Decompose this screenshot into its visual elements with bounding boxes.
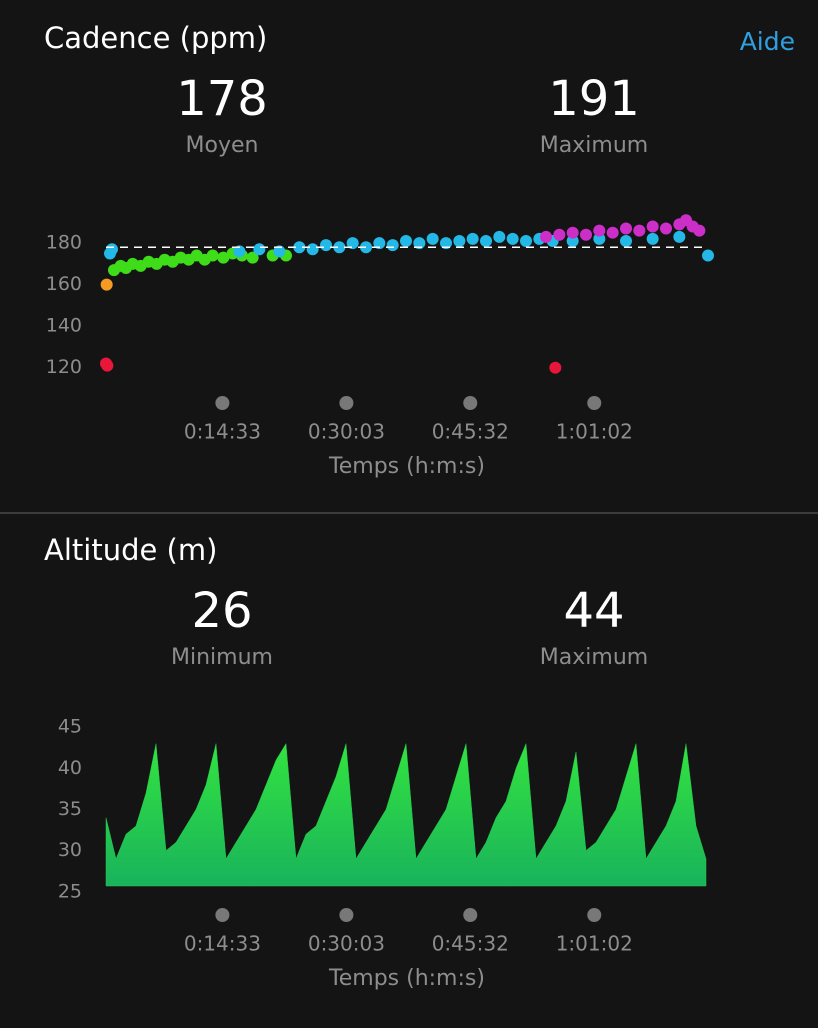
cadence-point xyxy=(646,220,659,233)
y-tick-label: 120 xyxy=(46,356,82,378)
x-tick-dot xyxy=(215,396,230,410)
cadence-point xyxy=(400,235,412,247)
cadence-point xyxy=(620,235,632,247)
cadence-point xyxy=(373,237,386,250)
cadence-point xyxy=(101,359,114,372)
stat-label: Maximum xyxy=(540,133,648,158)
cadence-point xyxy=(660,222,672,235)
x-axis-label: Temps (h:m:s) xyxy=(328,454,485,479)
cadence-point xyxy=(233,245,246,258)
cadence-point xyxy=(386,239,399,252)
cadence-point xyxy=(693,224,706,237)
cadence-point xyxy=(106,243,118,256)
cadence-point xyxy=(466,232,479,245)
altitude-area xyxy=(105,742,707,887)
cadence-point xyxy=(593,232,606,245)
cadence-point xyxy=(206,249,219,262)
x-tick-label: 1:01:02 xyxy=(556,932,633,956)
chart-title: Altitude (m) xyxy=(44,533,217,567)
y-tick-label: 40 xyxy=(58,757,82,779)
cadence-point xyxy=(520,235,532,247)
stat-value: 26 xyxy=(191,583,252,639)
y-tick-label: 35 xyxy=(58,798,82,820)
cadence-point xyxy=(320,239,332,252)
y-tick-label: 45 xyxy=(58,716,82,738)
help-link[interactable]: Aide xyxy=(740,27,795,56)
cadence-point xyxy=(549,361,562,374)
cadence-point xyxy=(646,232,659,245)
cadence-point xyxy=(293,241,306,254)
x-tick-dot xyxy=(463,908,478,922)
stat-value: 178 xyxy=(176,71,268,127)
cadence-point xyxy=(273,245,286,258)
stat-value: 191 xyxy=(548,71,640,127)
x-tick-dot xyxy=(339,396,354,410)
x-tick-label: 0:45:32 xyxy=(432,932,509,956)
x-tick-label: 0:14:33 xyxy=(184,420,261,444)
cadence-point xyxy=(566,226,579,239)
cadence-point xyxy=(100,278,113,291)
chart-title: Cadence (ppm) xyxy=(44,21,267,55)
cadence-point xyxy=(633,224,646,237)
cadence-point xyxy=(593,224,606,237)
cadence-point xyxy=(426,232,439,245)
y-tick-label: 30 xyxy=(58,839,82,861)
x-axis-label: Temps (h:m:s) xyxy=(328,966,485,991)
stat-value: 44 xyxy=(563,583,624,639)
x-tick-label: 0:30:03 xyxy=(308,420,385,444)
y-tick-label: 160 xyxy=(46,273,82,295)
cadence-point xyxy=(606,226,619,239)
y-tick-label: 25 xyxy=(58,880,82,902)
x-tick-dot xyxy=(463,396,478,410)
cadence-point xyxy=(566,235,579,247)
cadence-point xyxy=(253,243,266,256)
cadence-point xyxy=(413,237,426,250)
cadence-point xyxy=(620,222,632,235)
x-tick-label: 0:45:32 xyxy=(432,420,509,444)
x-tick-label: 0:14:33 xyxy=(184,932,261,956)
cadence-point xyxy=(553,228,566,241)
cadence-point xyxy=(333,241,346,254)
stat-label: Moyen xyxy=(186,133,259,158)
cadence-point xyxy=(346,237,359,250)
cadence-point xyxy=(702,249,714,262)
stat-label: Minimum xyxy=(171,645,273,670)
x-tick-dot xyxy=(587,908,602,922)
x-tick-label: 1:01:02 xyxy=(556,420,633,444)
x-tick-dot xyxy=(215,908,230,922)
cadence-point xyxy=(673,230,686,243)
cadence-point xyxy=(580,228,592,241)
stat-label: Maximum xyxy=(540,645,648,670)
x-tick-label: 0:30:03 xyxy=(308,932,385,956)
cadence-point xyxy=(480,235,492,247)
y-tick-label: 180 xyxy=(46,232,82,254)
cadence-point xyxy=(506,232,519,245)
cadence-point xyxy=(493,230,506,243)
cadence-point xyxy=(306,243,319,256)
cadence-point xyxy=(540,230,552,243)
y-tick-label: 140 xyxy=(46,315,82,337)
x-tick-dot xyxy=(339,908,354,922)
cadence-point xyxy=(453,235,466,247)
cadence-point xyxy=(217,251,230,264)
cadence-point xyxy=(246,251,259,264)
x-tick-dot xyxy=(587,396,602,410)
cadence-point xyxy=(440,237,452,250)
